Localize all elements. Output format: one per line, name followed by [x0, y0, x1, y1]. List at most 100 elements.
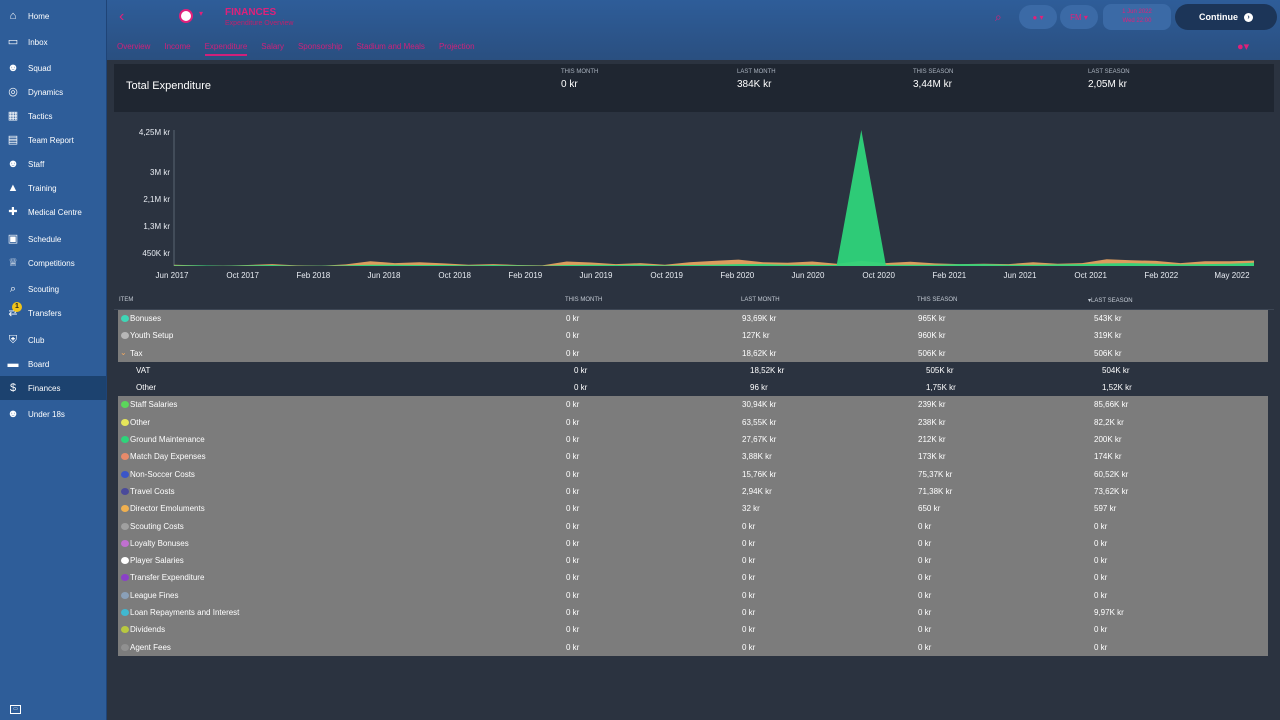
- club-icon: ⛨: [8, 334, 18, 346]
- table-row[interactable]: Non-Soccer Costs 0 kr 15,76K kr 75,37K kr 60…: [118, 465, 1268, 483]
- cell-item-name[interactable]: VAT: [136, 365, 151, 375]
- game-date[interactable]: 1 Jun 2022 Wed 22:00: [1103, 4, 1171, 30]
- sidebar-item-squad[interactable]: ☻ Squad: [0, 56, 106, 80]
- column-header-last-season[interactable]: ▾LAST SEASON: [1088, 297, 1133, 304]
- x-tick-label: Feb 2018: [296, 271, 330, 280]
- continue-button[interactable]: Continue ›: [1175, 4, 1277, 30]
- cell-item-name[interactable]: Bonuses: [130, 314, 162, 323]
- sidebar-item-label: Competitions: [28, 258, 75, 268]
- cell-item-name[interactable]: Transfer Expenditure: [130, 573, 205, 583]
- sidebar-item-team-report[interactable]: ▤ Team Report: [0, 128, 106, 152]
- sidebar-item-transfers[interactable]: ⇄ 1 Transfers: [0, 301, 106, 325]
- cell-item-name[interactable]: Tax: [130, 348, 143, 358]
- table-row[interactable]: Youth Setup 0 kr 127K kr 960K kr 319K kr: [118, 327, 1268, 345]
- tab-stadium-and-meals[interactable]: Stadium and Meals: [356, 42, 425, 51]
- table-row[interactable]: Ground Maintenance 0 kr 27,67K kr 212K kr 20…: [118, 431, 1268, 449]
- table-row[interactable]: Match Day Expenses 0 kr 3,88K kr 173K kr 174…: [118, 448, 1268, 466]
- view-options-icon[interactable]: ●▾: [1237, 41, 1250, 53]
- table-row[interactable]: Director Emoluments 0 kr 32 kr 650 kr 597 kr: [118, 500, 1268, 518]
- cell-item-name[interactable]: Loan Repayments and Interest: [130, 608, 240, 618]
- cell-item-name[interactable]: Scouting Costs: [130, 521, 184, 531]
- column-header-this-season[interactable]: THIS SEASON: [917, 297, 958, 303]
- category-color-icon: [121, 470, 129, 478]
- sidebar-item-label: Club: [28, 335, 45, 345]
- tab-salary[interactable]: Salary: [261, 42, 284, 51]
- cell-this-season: 0 kr: [918, 625, 932, 635]
- chart-area-series[interactable]: [174, 130, 1254, 266]
- table-row[interactable]: Scouting Costs 0 kr 0 kr 0 kr 0 kr: [118, 517, 1268, 535]
- table-subrow[interactable]: VAT 0 kr 18,52K kr 505K kr 504K kr: [118, 361, 1268, 380]
- chevron-down-icon[interactable]: ▾: [199, 9, 204, 18]
- tab-sponsorship[interactable]: Sponsorship: [297, 42, 343, 51]
- chevron-left-icon[interactable]: ‹: [119, 8, 125, 25]
- expenditure-chart[interactable]: 4,25M kr 3M kr 2,1M kr 1,3M kr 450K kr Jun 20…: [114, 116, 1274, 286]
- cell-item-name[interactable]: League Fines: [130, 590, 179, 600]
- cell-this-month: 0 kr: [566, 573, 580, 583]
- table-row[interactable]: Agent Fees 0 kr 0 kr 0 kr 0 kr: [118, 638, 1268, 656]
- table-row[interactable]: Bonuses 0 kr 93,69K kr 965K kr 543K kr: [118, 310, 1268, 328]
- medical-icon: ✚: [8, 206, 18, 218]
- table-row[interactable]: Other 0 kr 63,55K kr 238K kr 82,2K kr: [118, 413, 1268, 432]
- cell-this-month: 0 kr: [566, 538, 580, 548]
- club-crest-icon[interactable]: [179, 9, 193, 23]
- sidebar-item-schedule[interactable]: ▣ Schedule: [0, 227, 106, 251]
- table-row[interactable]: Loyalty Bonuses 0 kr 0 kr 0 kr 0 kr: [118, 534, 1268, 553]
- summary-value: 0 kr: [561, 79, 578, 90]
- sidebar-item-medical-centre[interactable]: ✚ Medical Centre: [0, 200, 106, 224]
- cell-item-name[interactable]: Loyalty Bonuses: [130, 538, 189, 548]
- cell-this-season: 965K kr: [918, 314, 946, 323]
- cell-item-name[interactable]: Player Salaries: [130, 556, 184, 566]
- sidebar-item-dynamics[interactable]: ◎ Dynamics: [0, 80, 106, 104]
- table-row[interactable]: ⌄ Tax 0 kr 18,62K kr 506K kr 506K kr: [118, 344, 1268, 362]
- sidebar-item-tactics[interactable]: ▦ Tactics: [0, 104, 106, 128]
- sidebar-item-scouting[interactable]: ⌕ Scouting: [0, 277, 106, 301]
- search-icon[interactable]: ⌕: [995, 10, 1002, 24]
- sidebar-item-finances[interactable]: $ Finances: [0, 376, 106, 400]
- table-row[interactable]: Transfer Expenditure 0 kr 0 kr 0 kr 0 kr: [118, 569, 1268, 587]
- window-mode-icon[interactable]: ▭: [10, 705, 21, 714]
- cell-item-name[interactable]: Non-Soccer Costs: [130, 469, 195, 479]
- cell-last-season: 82,2K kr: [1094, 417, 1124, 427]
- tab-projection[interactable]: Projection: [438, 42, 475, 51]
- table-row[interactable]: Staff Salaries 0 kr 30,94K kr 239K kr 85,66K…: [118, 396, 1268, 414]
- tab-income[interactable]: Income: [164, 42, 191, 51]
- table-row[interactable]: League Fines 0 kr 0 kr 0 kr 0 kr: [118, 586, 1268, 605]
- sidebar-item-under-18s[interactable]: ☻ Under 18s: [0, 402, 106, 426]
- cell-item-name[interactable]: Match Day Expenses: [130, 452, 206, 462]
- cell-item-name[interactable]: Agent Fees: [130, 642, 171, 652]
- table-row[interactable]: Player Salaries 0 kr 0 kr 0 kr 0 kr: [118, 552, 1268, 570]
- column-header-item[interactable]: ITEM: [119, 297, 134, 303]
- cell-item-name[interactable]: Ground Maintenance: [130, 435, 205, 445]
- tab-expenditure[interactable]: Expenditure: [204, 42, 248, 56]
- cell-item-name[interactable]: Director Emoluments: [130, 504, 205, 514]
- cell-item-name[interactable]: Staff Salaries: [130, 400, 178, 410]
- cell-item-name[interactable]: Dividends: [130, 625, 166, 635]
- sidebar-item-home[interactable]: ⌂ Home: [0, 4, 106, 28]
- cell-item-name[interactable]: Other: [130, 417, 151, 427]
- manager-menu-button[interactable]: ● ▾: [1019, 5, 1057, 29]
- fm-menu-button[interactable]: FM ▾: [1060, 5, 1098, 29]
- scouting-icon: ⌕: [9, 283, 17, 295]
- column-header-this-month[interactable]: THIS MONTH: [565, 297, 603, 303]
- sidebar-item-club[interactable]: ⛨ Club: [0, 328, 106, 352]
- tab-overview[interactable]: Overview: [117, 42, 151, 51]
- cell-item-name[interactable]: Travel Costs: [130, 486, 175, 496]
- sidebar-item-board[interactable]: ▬ Board: [0, 352, 106, 376]
- cell-item-name[interactable]: Youth Setup: [130, 331, 174, 341]
- y-tick-label: 3M kr: [150, 168, 170, 177]
- table-row[interactable]: Loan Repayments and Interest 0 kr 0 kr 0 kr…: [118, 604, 1268, 622]
- sidebar-item-inbox[interactable]: ▭ Inbox: [0, 30, 106, 54]
- cell-last-season: 597 kr: [1094, 504, 1117, 514]
- cell-item-name[interactable]: Other: [136, 383, 157, 393]
- table-row[interactable]: Travel Costs 0 kr 2,94K kr 71,38K kr 73,62K …: [118, 482, 1268, 501]
- sidebar-item-staff[interactable]: ☻ Staff: [0, 152, 106, 176]
- table-row[interactable]: Dividends 0 kr 0 kr 0 kr 0 kr: [118, 621, 1268, 639]
- sidebar-item-training[interactable]: ▲ Training: [0, 176, 106, 200]
- sidebar-item-competitions[interactable]: ♕ Competitions: [0, 251, 106, 275]
- expand-toggle-icon[interactable]: ⌄: [120, 347, 127, 357]
- category-color-icon: [121, 522, 129, 530]
- table-subrow[interactable]: Other 0 kr 96 kr 1,75K kr 1,52K kr: [118, 379, 1268, 397]
- column-header-last-month[interactable]: LAST MONTH: [741, 297, 780, 303]
- cell-this-month: 0 kr: [566, 608, 580, 618]
- category-color-icon: [121, 574, 129, 582]
